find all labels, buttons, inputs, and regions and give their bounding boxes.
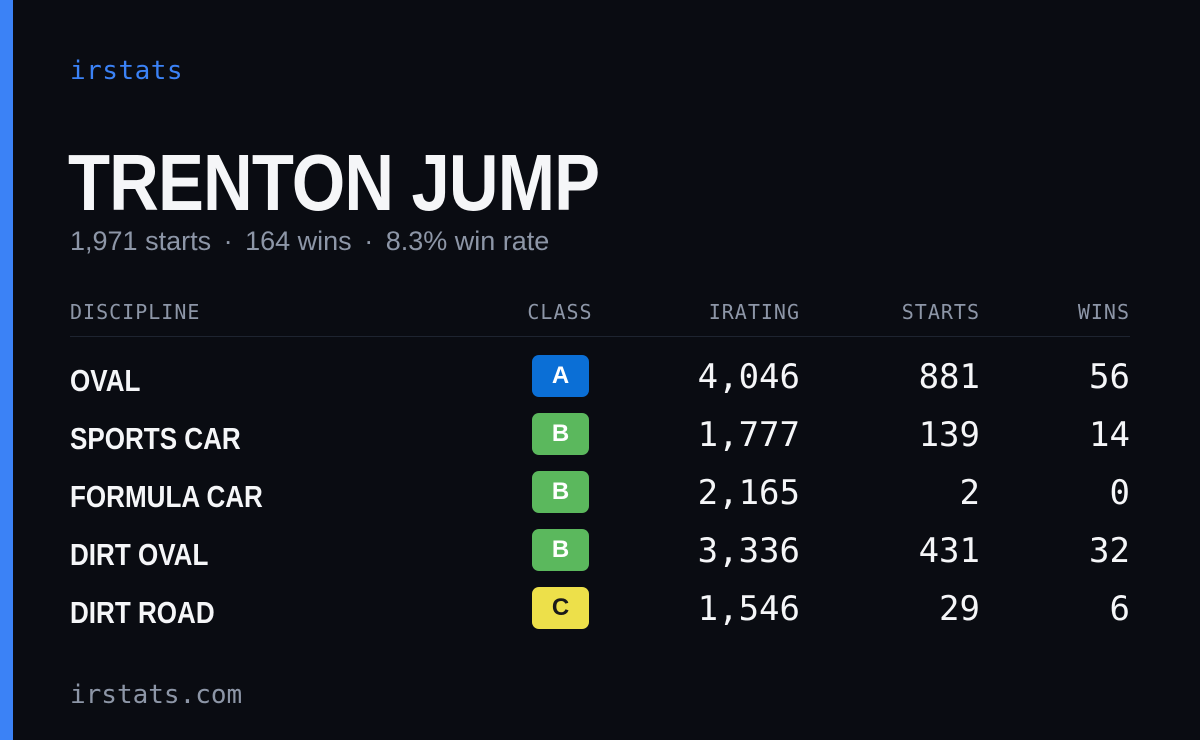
row-irating: 3,336 [697, 531, 800, 571]
summary-win-rate: 8.3% win rate [385, 226, 550, 256]
row-starts: 2 [959, 473, 980, 513]
class-badge: B [532, 471, 589, 513]
row-discipline: DIRT OVAL [70, 537, 209, 572]
row-irating: 4,046 [697, 357, 800, 397]
table-row: FORMULA CAR B 2,165 2 0 [70, 471, 1130, 529]
summary-separator: · [223, 226, 233, 256]
row-discipline: FORMULA CAR [70, 479, 263, 514]
header-class: CLASS [527, 300, 593, 324]
summary-separator: · [364, 226, 374, 256]
header-wins: WINS [1077, 300, 1130, 324]
header-starts: STARTS [901, 300, 980, 324]
discipline-table: DISCIPLINE CLASS IRATING STARTS WINS OVA… [70, 296, 1130, 645]
class-badge: B [532, 413, 589, 455]
row-wins: 14 [1089, 415, 1130, 455]
row-irating: 1,546 [697, 589, 800, 629]
row-discipline: DIRT ROAD [70, 595, 215, 630]
brand-logo: irstats [70, 56, 184, 86]
row-starts: 431 [918, 531, 980, 571]
row-starts: 881 [918, 357, 980, 397]
row-discipline: OVAL [70, 363, 141, 398]
header-discipline: DISCIPLINE [70, 300, 201, 324]
row-wins: 0 [1109, 473, 1130, 513]
row-irating: 1,777 [697, 415, 800, 455]
class-badge: A [532, 355, 589, 397]
header-irating: IRATING [708, 300, 800, 324]
footer-url: irstats.com [70, 680, 243, 710]
class-badge: B [532, 529, 589, 571]
row-starts: 139 [918, 415, 980, 455]
table-row: DIRT ROAD C 1,546 29 6 [70, 587, 1130, 645]
driver-summary: 1,971 starts · 164 wins · 8.3% win rate [70, 226, 549, 257]
row-discipline: SPORTS CAR [70, 421, 241, 456]
table-row: SPORTS CAR B 1,777 139 14 [70, 413, 1130, 471]
class-badge: C [532, 587, 589, 629]
accent-bar [0, 0, 13, 740]
table-header: DISCIPLINE CLASS IRATING STARTS WINS [70, 296, 1130, 337]
table-body: OVAL A 4,046 881 56 SPORTS CAR B 1,777 1… [70, 355, 1130, 645]
row-wins: 6 [1109, 589, 1130, 629]
row-wins: 32 [1089, 531, 1130, 571]
row-irating: 2,165 [697, 473, 800, 513]
summary-starts: 1,971 starts [70, 226, 212, 256]
row-starts: 29 [939, 589, 980, 629]
table-row: DIRT OVAL B 3,336 431 32 [70, 529, 1130, 587]
table-row: OVAL A 4,046 881 56 [70, 355, 1130, 413]
summary-wins: 164 wins [245, 226, 352, 256]
driver-name: TRENTON JUMP [68, 138, 600, 227]
row-wins: 56 [1089, 357, 1130, 397]
